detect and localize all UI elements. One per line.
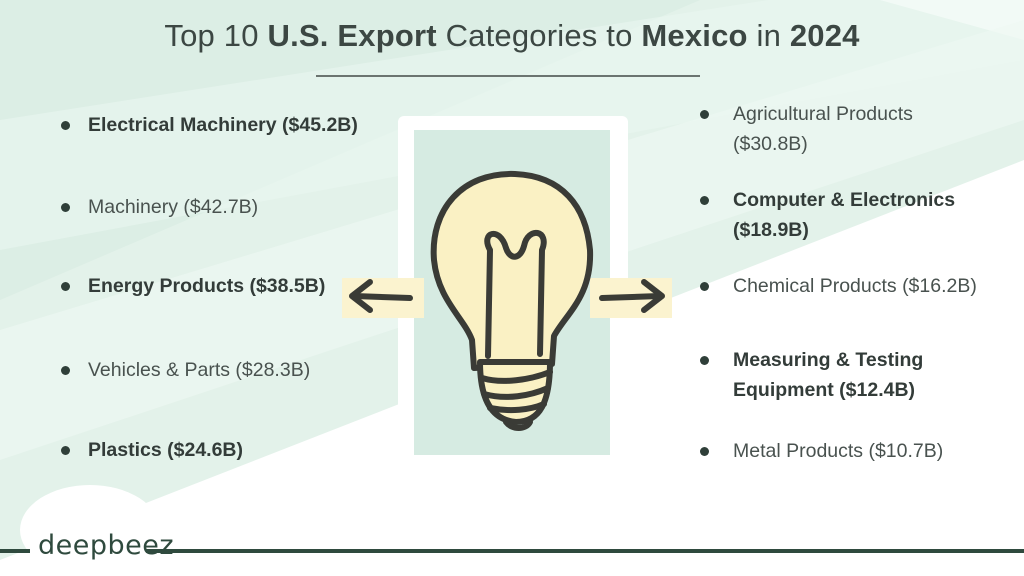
brand-logo: deepbeez xyxy=(38,530,175,561)
export-category-line: Energy Products ($38.5B) xyxy=(88,275,326,297)
export-category-line: Machinery ($42.7B) xyxy=(88,196,259,218)
title-part: Mexico xyxy=(641,18,748,53)
export-category-item: Measuring & Testing Equipment ($12.4B) xyxy=(733,345,923,405)
bullet-icon xyxy=(700,110,709,119)
export-category-line: Electrical Machinery ($45.2B) xyxy=(88,114,358,136)
export-category-line: Measuring & Testing xyxy=(733,349,924,371)
bullet-icon xyxy=(61,203,70,212)
arrow-right-icon xyxy=(599,279,665,313)
export-category-item: Metal Products ($10.7B) xyxy=(733,436,943,466)
title-part: U.S. Export xyxy=(267,18,437,53)
export-category-line: Vehicles & Parts ($28.3B) xyxy=(88,359,311,381)
bullet-icon xyxy=(700,447,709,456)
bullet-icon xyxy=(700,196,709,205)
export-category-item: Plastics ($24.6B) xyxy=(88,435,243,465)
export-category-item: Vehicles & Parts ($28.3B) xyxy=(88,355,310,385)
title-divider xyxy=(316,75,700,77)
export-category-line: Computer & Electronics xyxy=(733,189,956,211)
page-title: Top 10 U.S. Export Categories to Mexico … xyxy=(0,18,1024,54)
export-category-item: Electrical Machinery ($45.2B) xyxy=(88,110,358,140)
bullet-icon xyxy=(700,282,709,291)
title-part: in xyxy=(747,18,790,53)
export-category-line: Agricultural Products xyxy=(733,103,913,125)
export-category-item: Computer & Electronics ($18.9B) xyxy=(733,185,955,245)
export-category-item: Chemical Products ($16.2B) xyxy=(733,271,977,301)
bullet-icon xyxy=(61,366,70,375)
export-category-line: Plastics ($24.6B) xyxy=(88,439,244,461)
bullet-icon xyxy=(700,356,709,365)
lightbulb-icon xyxy=(430,170,594,431)
export-category-line: Equipment ($12.4B) xyxy=(733,379,916,401)
bullet-icon xyxy=(61,282,70,291)
footer-line-left xyxy=(0,549,30,553)
export-category-item: Energy Products ($38.5B) xyxy=(88,271,325,301)
lightbulb-illustration xyxy=(342,116,672,460)
bullet-icon xyxy=(61,446,70,455)
export-category-item: Agricultural Products ($30.8B) xyxy=(733,99,913,159)
arrow-left-icon xyxy=(349,279,413,313)
export-category-item: Machinery ($42.7B) xyxy=(88,192,258,222)
title-part: Top 10 xyxy=(164,18,268,53)
title-part: Categories to xyxy=(436,18,642,53)
export-category-line: ($18.9B) xyxy=(733,219,809,241)
bullet-icon xyxy=(61,121,70,130)
footer-line-right xyxy=(146,549,1024,553)
export-category-line: ($30.8B) xyxy=(733,133,808,155)
export-category-line: Chemical Products ($16.2B) xyxy=(733,275,977,297)
title-part: 2024 xyxy=(789,18,860,53)
export-category-line: Metal Products ($10.7B) xyxy=(733,440,944,462)
